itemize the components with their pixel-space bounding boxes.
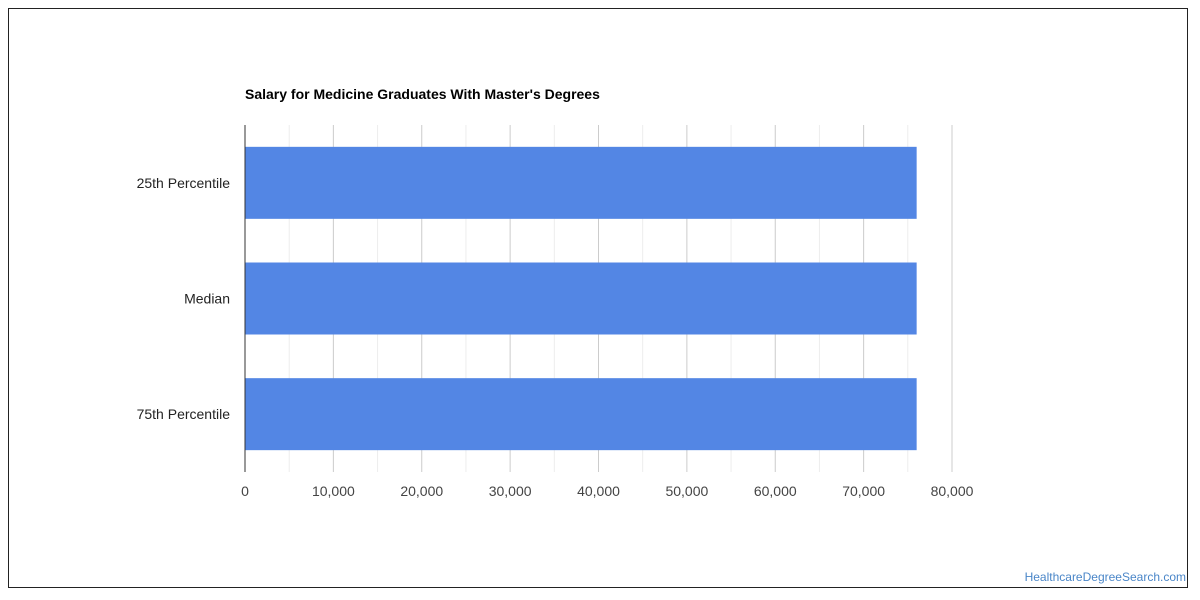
category-labels: 25th Percentile Median 75th Percentile — [137, 175, 231, 422]
x-tick-label: 80,000 — [931, 483, 974, 499]
chart-title: Salary for Medicine Graduates With Maste… — [245, 86, 600, 102]
x-tick-label: 10,000 — [312, 483, 355, 499]
x-tick-label: 40,000 — [577, 483, 620, 499]
x-tick-labels: 0 10,000 20,000 30,000 40,000 50,000 60,000 70,… — [241, 483, 974, 499]
x-tick-label: 50,000 — [665, 483, 708, 499]
bar[interactable] — [245, 262, 917, 335]
bar[interactable] — [245, 378, 917, 451]
category-label: 75th Percentile — [137, 406, 231, 422]
category-label: Median — [184, 291, 230, 307]
x-tick-label: 20,000 — [400, 483, 443, 499]
x-tick-label: 0 — [241, 483, 249, 499]
category-label: 25th Percentile — [137, 175, 231, 191]
x-tick-label: 60,000 — [754, 483, 797, 499]
x-tick-label: 30,000 — [489, 483, 532, 499]
bars — [245, 146, 917, 451]
source-watermark[interactable]: HealthcareDegreeSearch.com — [1024, 570, 1186, 584]
x-tick-label: 70,000 — [842, 483, 885, 499]
bar[interactable] — [245, 146, 917, 219]
